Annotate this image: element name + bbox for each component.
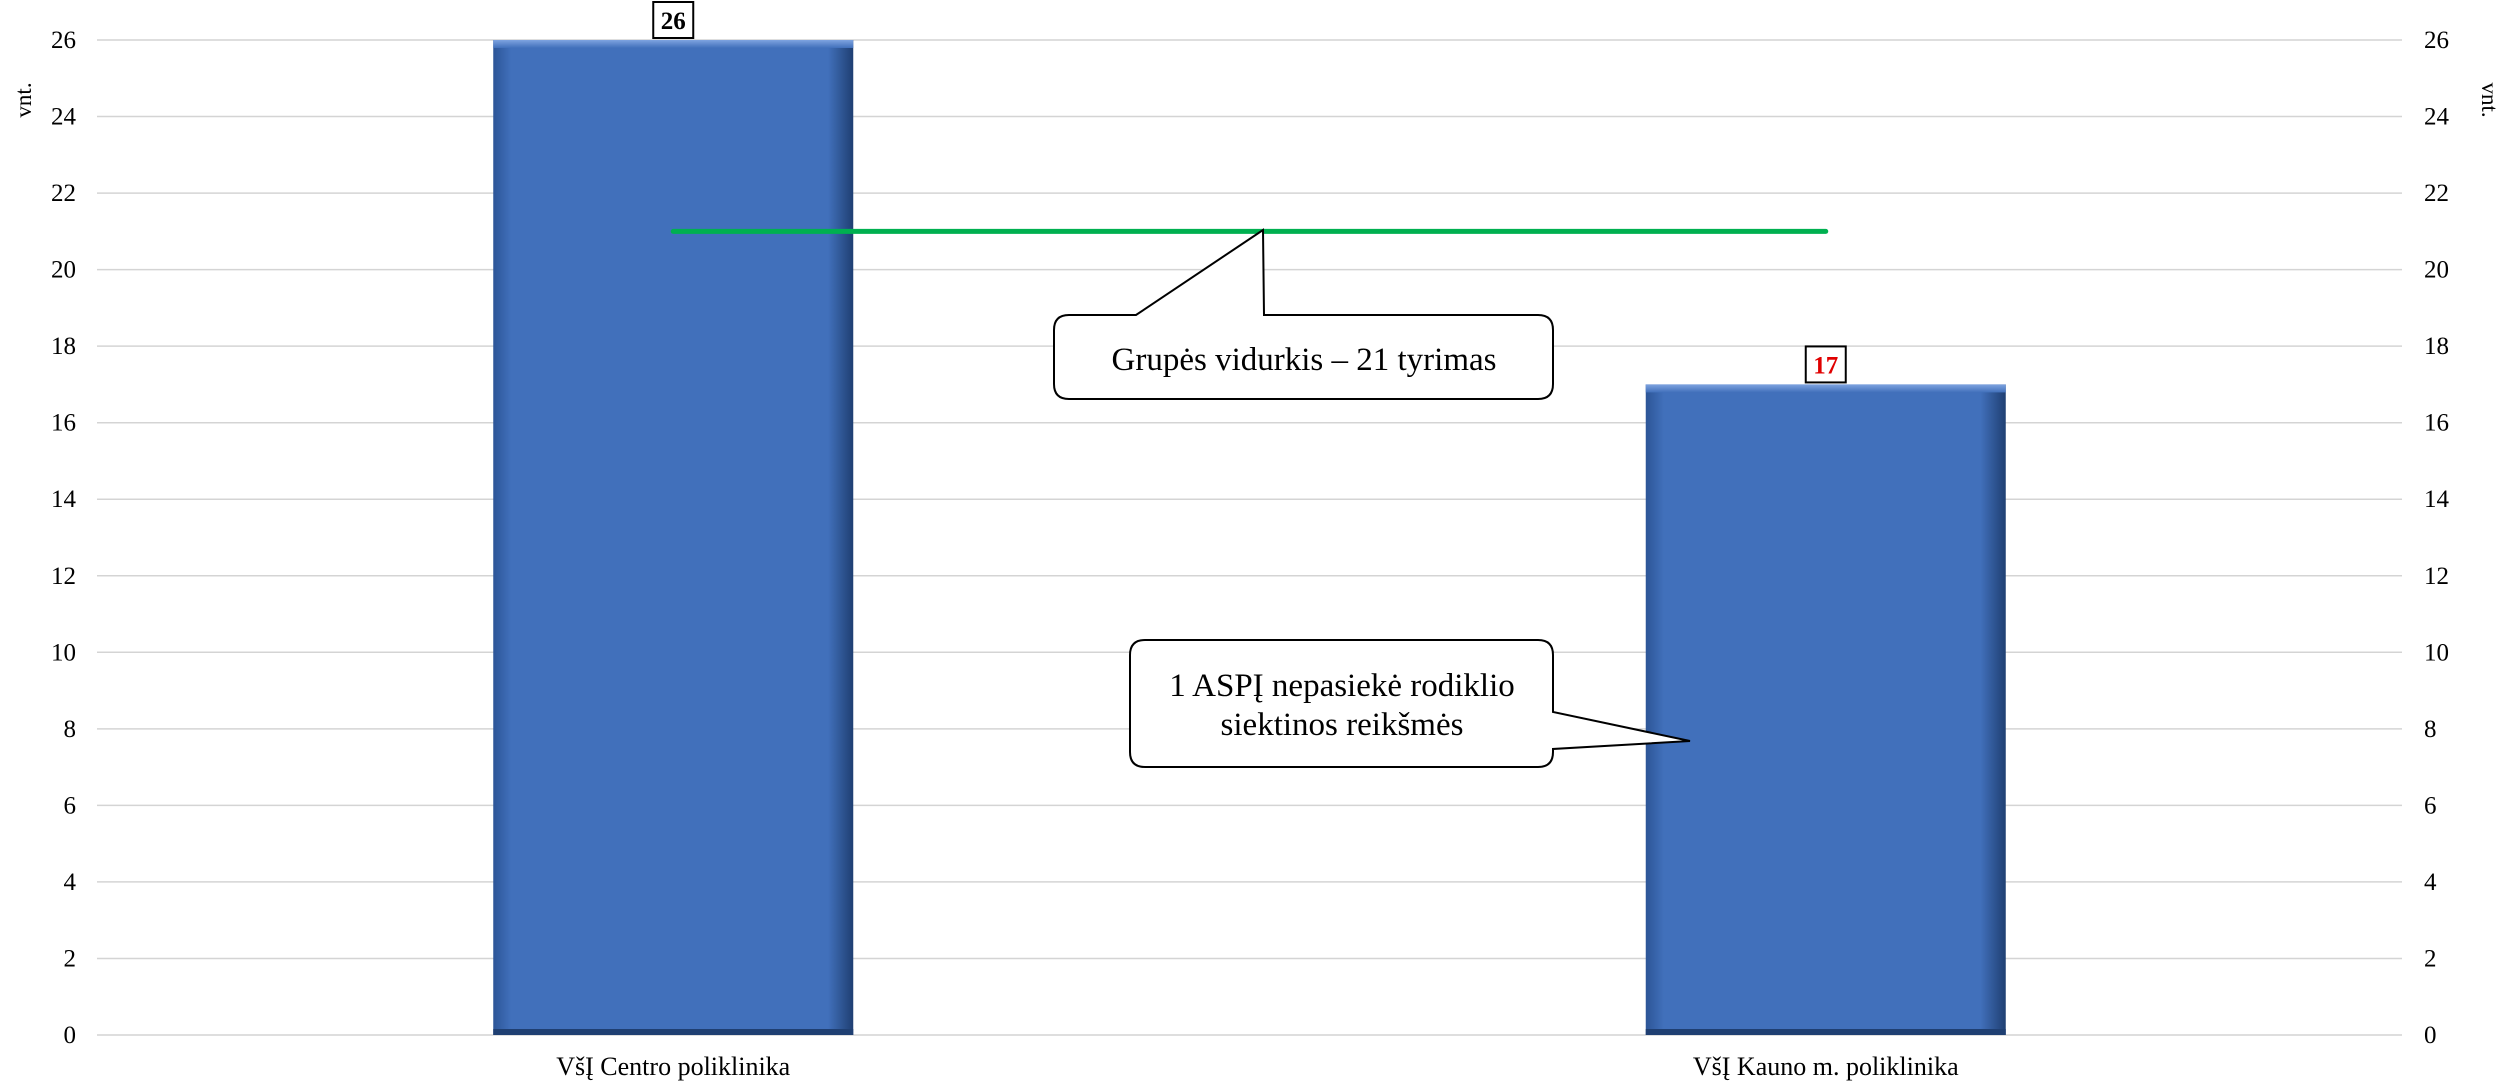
y-tick-label-left: 8 [64,716,77,743]
category-label: VšĮ Kauno m. poliklinika [1693,1052,1959,1081]
bar-top-highlight [1645,384,2006,393]
bar [493,40,854,1035]
target-callout-line-2: siektinos reikšmės [1221,707,1464,743]
y-tick-label-right: 20 [2424,257,2449,284]
y-tick-label-left: 20 [51,257,76,284]
y-tick-label-right: 24 [2424,104,2450,131]
average-callout-shape [1053,228,1554,400]
target-callout: 1 ASPĮ nepasiekė rodiklio siektinos reik… [1129,639,1691,768]
average-callout-text: Grupės vidurkis – 21 tyrimas [1112,342,1497,378]
y-tick-label-right: 4 [2424,869,2437,896]
x-axis: VšĮ Centro poliklinika VšĮ Kauno m. polik… [556,1052,1959,1081]
y-axis-left-unit: vnt. [11,82,36,117]
data-labels: 26 17 [652,1,1847,384]
data-label: 17 [1813,352,1838,379]
y-tick-label-left: 26 [51,27,76,54]
y-tick-label-right: 12 [2424,563,2449,590]
y-tick-label-left: 16 [51,410,76,437]
bars [493,40,2006,1035]
bar [1645,384,2006,1035]
y-tick-label-right: 0 [2424,1022,2437,1049]
data-label-box [652,1,695,39]
y-tick-label-left: 2 [64,945,77,972]
y-tick-label-left: 22 [51,180,76,207]
data-label: 26 [661,8,686,35]
gridlines [97,39,2402,1036]
y-tick-label-right: 26 [2424,27,2449,54]
category-label: VšĮ Centro poliklinika [556,1052,790,1081]
y-tick-label-right: 10 [2424,639,2449,666]
y-tick-label-left: 6 [64,792,77,819]
target-callout-line-1: 1 ASPĮ nepasiekė rodiklio [1169,668,1515,704]
target-callout-shape [1129,639,1691,768]
y-tick-label-left: 4 [64,869,77,896]
bar-bottom-shade [1645,1029,2006,1035]
y-axis-right-unit: vnt. [2477,82,2502,117]
y-tick-label-right: 8 [2424,716,2437,743]
y-tick-label-right: 16 [2424,410,2449,437]
y-tick-label-left: 24 [51,104,77,131]
bar-top-highlight [493,40,854,48]
y-tick-label-left: 12 [51,563,76,590]
y-tick-label-right: 6 [2424,792,2437,819]
y-tick-label-left: 0 [64,1022,77,1049]
y-tick-label-right: 14 [2424,486,2450,513]
y-tick-label-right: 22 [2424,180,2449,207]
bar-bottom-shade [493,1029,854,1035]
y-tick-label-left: 14 [51,486,77,513]
data-label-box [1804,345,1847,384]
average-callout: Grupės vidurkis – 21 tyrimas [1053,228,1554,400]
y-tick-label-right: 18 [2424,333,2449,360]
y-tick-label-right: 2 [2424,945,2437,972]
y-tick-label-left: 10 [51,639,76,666]
y-tick-label-left: 18 [51,333,76,360]
